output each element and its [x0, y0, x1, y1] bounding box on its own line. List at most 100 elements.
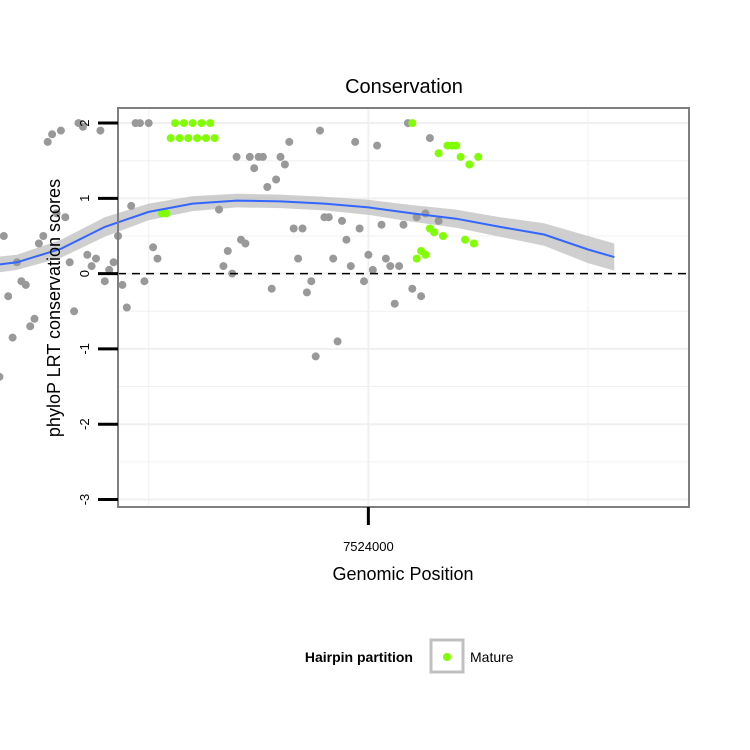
data-point: [140, 277, 149, 286]
x-axis-title: Genomic Position: [332, 564, 473, 584]
plot-border: [117, 107, 690, 508]
chart-title: Conservation: [345, 76, 463, 98]
data-point: [364, 250, 373, 259]
legend-label-mature: Mature: [470, 649, 514, 665]
data-point: [425, 134, 434, 143]
legend: Hairpin partition Mature: [305, 638, 514, 674]
mature-data-point: [456, 152, 465, 161]
data-point: [8, 333, 17, 342]
data-point: [302, 288, 311, 297]
data-point: [0, 372, 4, 381]
mature-data-point: [439, 232, 447, 240]
data-point: [245, 152, 254, 161]
confidence-ribbon: [0, 193, 615, 273]
data-point: [355, 224, 364, 233]
data-point: [311, 352, 320, 361]
y-tick-label: 2: [77, 119, 92, 126]
data-point: [223, 247, 232, 255]
mature-data-point: [408, 119, 417, 128]
data-point: [434, 216, 443, 225]
data-point: [373, 141, 382, 150]
data-point: [360, 277, 368, 286]
data-point: [272, 175, 281, 184]
data-point: [316, 126, 324, 135]
data-point: [78, 122, 87, 131]
confidence-band: [0, 193, 615, 273]
data-point: [395, 262, 404, 271]
data-point: [4, 292, 13, 301]
plot-panel: [118, 108, 689, 507]
data-point: [30, 314, 39, 323]
data-point: [298, 224, 307, 233]
loess-fit-line: [0, 199, 615, 266]
data-point: [43, 137, 52, 146]
mature-data-point: [171, 119, 180, 128]
data-point: [153, 254, 162, 263]
mature-data-point: [421, 250, 430, 259]
data-point: [65, 258, 74, 267]
data-point: [21, 280, 30, 289]
mature-data-point: [188, 119, 197, 128]
data-point: [285, 137, 294, 146]
data-point: [289, 224, 298, 233]
data-point: [333, 337, 342, 346]
data-point: [368, 265, 377, 274]
legend-key-point: [443, 653, 451, 661]
data-point: [48, 130, 57, 139]
data-point: [346, 262, 355, 271]
data-point: [307, 277, 316, 286]
data-point: [87, 262, 96, 271]
mature-data-point: [193, 134, 202, 143]
data-point: [100, 277, 109, 286]
data-point: [232, 152, 241, 161]
data-point: [351, 137, 360, 146]
data-point: [241, 239, 250, 248]
data-point: [294, 254, 303, 263]
data-point: [144, 119, 153, 128]
data-point: [390, 299, 399, 308]
data-point: [267, 284, 276, 293]
data-point: [412, 213, 421, 222]
data-point: [377, 220, 386, 229]
data-point: [280, 160, 289, 169]
y-tick-label: -2: [77, 418, 92, 430]
x-axis: 752420075241007524000: [343, 507, 394, 554]
legend-title: Hairpin partition: [305, 649, 413, 665]
smooth-line: [0, 199, 615, 266]
mature-data-point: [166, 134, 175, 143]
data-point: [149, 243, 158, 252]
data-point: [338, 216, 346, 225]
mature-data-point: [201, 134, 210, 143]
data-point: [109, 258, 118, 267]
mature-data-point: [452, 141, 461, 150]
y-axis-title: phyloP LRT conservation scores: [44, 179, 64, 437]
data-point: [219, 262, 228, 271]
mature-data-point: [197, 119, 206, 128]
y-axis: -3 -2 -1 0 1 2: [77, 119, 118, 505]
mature-data-point: [430, 228, 439, 237]
y-tick-label: 0: [77, 270, 92, 277]
data-point: [52, 209, 61, 218]
x-tick-label: 7524000: [343, 539, 394, 554]
data-point: [276, 152, 285, 161]
data-point: [136, 119, 144, 128]
data-point: [386, 262, 395, 271]
data-point: [127, 201, 136, 210]
data-point: [96, 126, 105, 135]
mature-data-point: [461, 235, 469, 244]
data-point: [122, 303, 131, 312]
data-point: [399, 220, 408, 229]
data-point: [83, 250, 92, 259]
data-points: [0, 119, 483, 381]
data-point: [329, 254, 338, 263]
data-point: [0, 232, 8, 240]
data-point: [70, 307, 79, 316]
y-tick-label: -3: [77, 494, 92, 506]
data-point: [61, 213, 70, 222]
data-point: [118, 280, 127, 289]
data-point: [92, 254, 100, 263]
data-point: [417, 292, 426, 301]
data-point: [342, 235, 351, 244]
mature-data-point: [474, 152, 483, 161]
